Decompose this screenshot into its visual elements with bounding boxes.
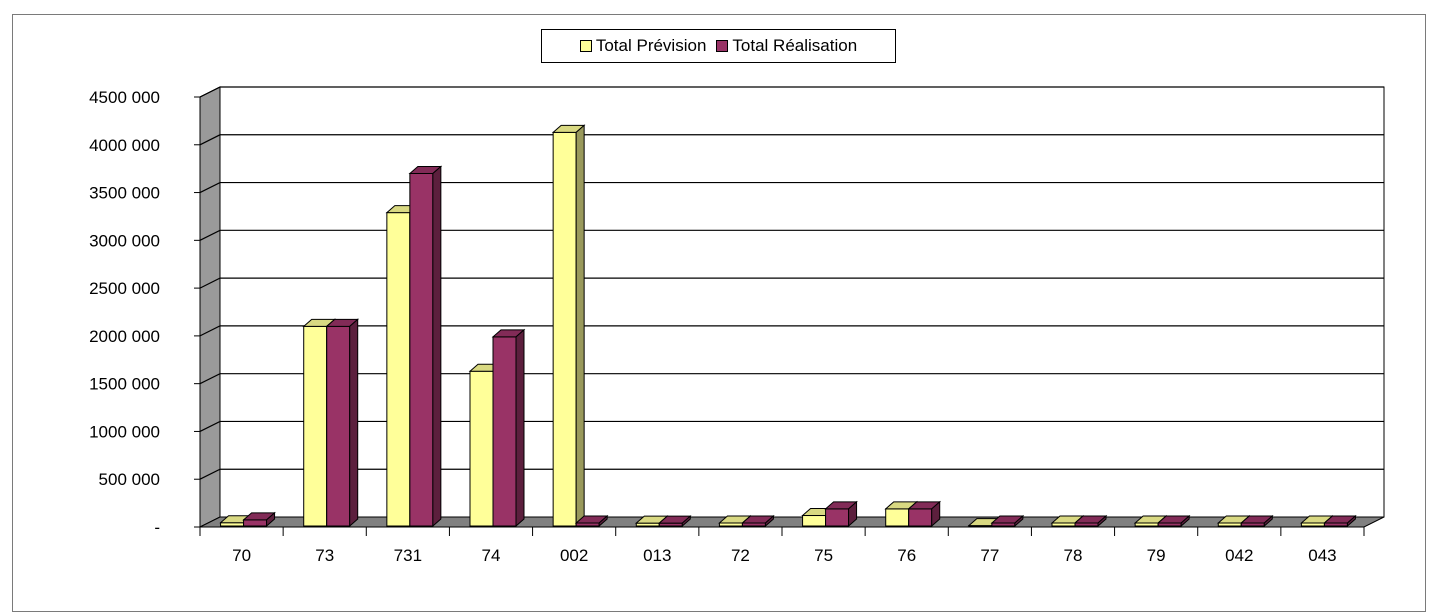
- bar-side: [1014, 514, 1024, 528]
- bar-side: [432, 165, 442, 528]
- bar-front: [802, 515, 827, 527]
- bar-side: [598, 514, 608, 528]
- gridline: [199, 373, 1384, 385]
- bar-side: [1180, 514, 1190, 528]
- x-tick-label: 013: [643, 546, 671, 565]
- y-tick-label: -: [154, 518, 160, 537]
- gridline: [199, 229, 1384, 241]
- legend: Total Prévision Total Réalisation: [541, 29, 896, 63]
- legend-label-realisation: Total Réalisation: [732, 36, 858, 55]
- bar-front: [326, 325, 351, 527]
- bar-side: [266, 511, 276, 528]
- y-tick-label: 4500 000: [89, 88, 160, 107]
- bar-side: [764, 514, 774, 528]
- bar-front: [409, 172, 434, 527]
- bar-front: [552, 131, 577, 527]
- x-tick-label: 74: [482, 546, 501, 565]
- x-tick-label: 76: [897, 546, 916, 565]
- gridline: [199, 134, 1384, 146]
- x-tick-label: 77: [980, 546, 999, 565]
- x-tick-label: 73: [315, 546, 334, 565]
- bar-side: [515, 328, 525, 528]
- bar-side: [848, 500, 858, 528]
- x-tick-label: 042: [1225, 546, 1253, 565]
- bar-side: [1263, 514, 1273, 528]
- legend-swatch-realisation: [716, 40, 729, 52]
- legend-swatch-prevision: [579, 40, 592, 52]
- bar-front: [908, 508, 933, 527]
- y-tick-label: 3000 000: [89, 231, 160, 250]
- y-tick-label: 2000 000: [89, 327, 160, 346]
- y-tick-label: 3500 000: [89, 184, 160, 203]
- bar-front: [243, 519, 268, 527]
- bar-front: [825, 508, 850, 527]
- y-tick-label: 500 000: [99, 470, 160, 489]
- x-tick-label: 002: [560, 546, 588, 565]
- gridline: [199, 468, 1384, 480]
- x-tick-label: 043: [1308, 546, 1336, 565]
- bar-side: [1097, 514, 1107, 528]
- x-tick-label: 72: [731, 546, 750, 565]
- x-tick-label: 79: [1147, 546, 1166, 565]
- bar-side: [681, 515, 691, 528]
- gridline: [199, 277, 1384, 289]
- side-wall: [199, 86, 221, 528]
- y-tick-label: 1500 000: [89, 375, 160, 394]
- floor: [199, 516, 1385, 528]
- gridline: [199, 420, 1384, 432]
- gridline: [199, 181, 1384, 194]
- bar-front: [469, 370, 494, 527]
- bar-front: [492, 336, 517, 527]
- x-tick-label: 731: [394, 546, 422, 565]
- x-tick-label: 78: [1064, 546, 1083, 565]
- x-tick-label: 75: [814, 546, 833, 565]
- y-tick-label: 4000 000: [89, 136, 160, 155]
- bar-side: [1346, 514, 1356, 528]
- bar-front: [303, 325, 328, 527]
- bar-front: [386, 212, 411, 527]
- bar-side: [931, 500, 941, 528]
- legend-item-prevision: Total Prévision: [579, 36, 707, 56]
- x-tick-label: 70: [232, 546, 251, 565]
- y-tick-label: 2500 000: [89, 279, 160, 298]
- gridline: [199, 325, 1384, 337]
- bar-front: [885, 508, 910, 527]
- bar-side: [349, 318, 359, 528]
- bar-side: [575, 124, 585, 528]
- legend-label-prevision: Total Prévision: [595, 36, 707, 55]
- legend-item-realisation: Total Réalisation: [716, 36, 857, 56]
- gridline: [199, 86, 1384, 98]
- y-tick-label: 1000 000: [89, 422, 160, 441]
